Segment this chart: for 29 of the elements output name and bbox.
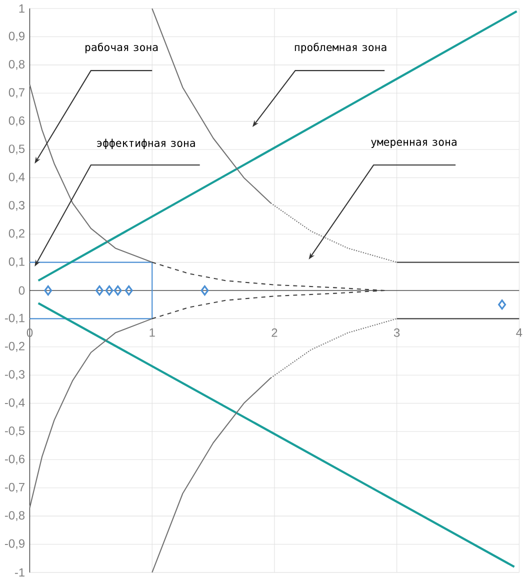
y-tick-label: 1: [19, 4, 24, 13]
y-tick-label: -0,7: [5, 482, 24, 493]
y-tick-label: -1: [14, 568, 24, 577]
y-tick-label: 0,7: [8, 88, 24, 98]
y-tick-label: -0,2: [5, 342, 24, 352]
y-tick-label: -0,6: [5, 454, 25, 465]
y-tick-label: 0,8: [8, 60, 25, 70]
y-tick-label: 0,4: [8, 172, 25, 183]
y-tick-label: 0,1: [8, 257, 24, 268]
annotation: рабочая зона: [86, 42, 158, 54]
y-tick-label: -0,9: [5, 539, 25, 550]
y-tick-label: -0,8: [5, 511, 25, 521]
y-tick-label: -0,1: [5, 314, 24, 324]
y-tick-label: 0,5: [8, 144, 25, 154]
annotation: умеренная зона: [371, 140, 456, 148]
y-tick-label: 0,3: [8, 200, 25, 211]
x-tick-label: 3: [394, 328, 400, 337]
y-tick-label: 0: [18, 286, 25, 295]
annotation: проблемная зона: [294, 42, 386, 54]
x-tick-label: 1: [150, 328, 155, 337]
y-tick-label: 0,2: [8, 229, 24, 240]
y-tick-label: -0,5: [5, 426, 25, 436]
x-tick-label: 2: [272, 328, 278, 337]
annotation: эффектифная зона: [97, 138, 195, 150]
y-tick-label: -0,4: [5, 398, 25, 408]
x-tick-label: 4: [516, 328, 522, 337]
y-tick-label: -0,3: [5, 370, 25, 380]
y-tick-label: 0,9: [8, 32, 25, 42]
y-tick-label: 0,6: [8, 116, 25, 126]
